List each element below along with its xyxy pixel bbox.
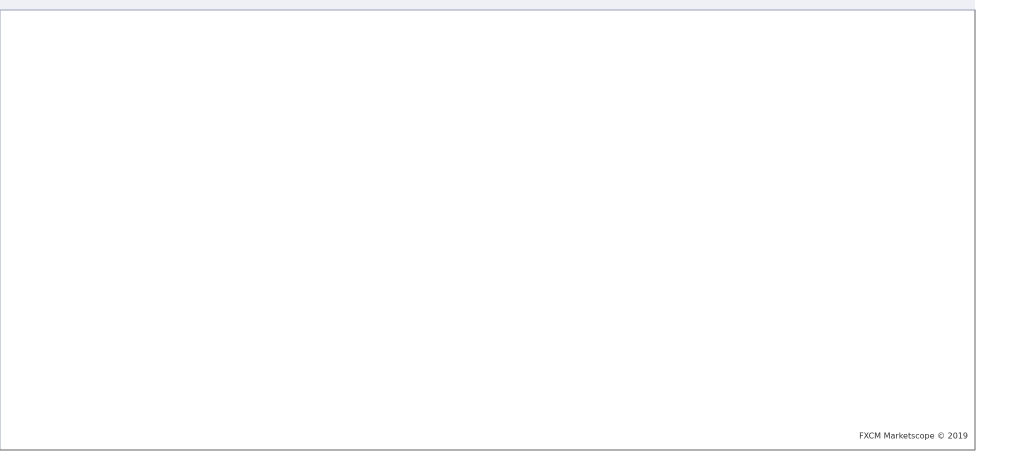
watermark: FXCM Marketscope © 2019: [859, 432, 968, 441]
top-bar: [0, 0, 975, 10]
